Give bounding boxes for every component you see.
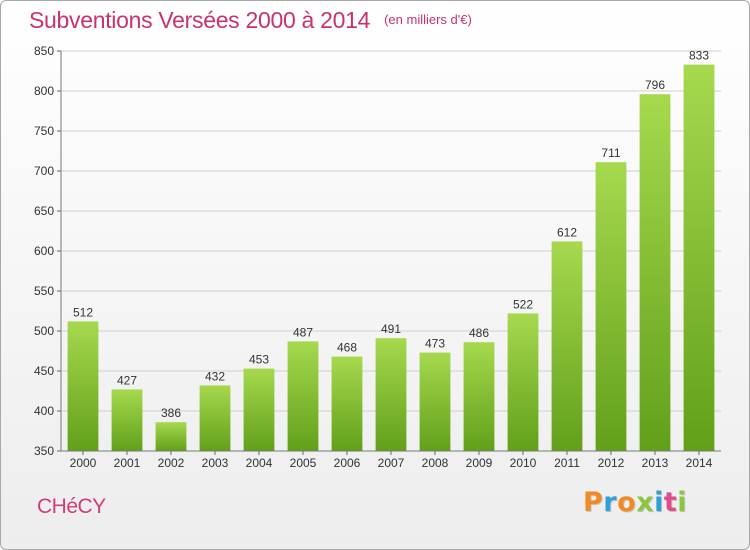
bar-2008 — [419, 352, 451, 451]
proxiti-logo: Proxiti — [583, 487, 687, 518]
x-tick-label-2013: 2013 — [642, 456, 669, 470]
x-tick-label-2003: 2003 — [202, 456, 229, 470]
data-label-2003: 432 — [205, 369, 225, 383]
bar-2012 — [595, 162, 627, 451]
logo-letter: t — [663, 487, 678, 518]
x-tick-label-2011: 2011 — [554, 456, 580, 470]
y-tick-label: 550 — [34, 284, 54, 298]
x-tick-label-2010: 2010 — [510, 456, 537, 470]
logo-letter: r — [603, 487, 618, 518]
data-label-2014: 833 — [689, 49, 709, 63]
y-tick-label: 500 — [34, 324, 54, 338]
x-tick-label-2007: 2007 — [378, 456, 405, 470]
data-label-2008: 473 — [425, 337, 445, 351]
bar-2010 — [507, 313, 539, 451]
data-label-2007: 491 — [381, 322, 401, 336]
data-label-2004: 453 — [249, 353, 269, 367]
x-tick-label-2005: 2005 — [290, 456, 317, 470]
data-label-2001: 427 — [117, 373, 137, 387]
data-label-2011: 612 — [557, 225, 577, 239]
x-tick-label-2009: 2009 — [466, 456, 493, 470]
chart-header: Subventions Versées 2000 à 2014 (en milli… — [29, 7, 472, 34]
bar-2001 — [111, 389, 143, 451]
x-tick-label-2008: 2008 — [422, 456, 449, 470]
data-label-2012: 711 — [601, 146, 620, 160]
bar-2009 — [463, 342, 495, 451]
y-tick-label: 850 — [34, 44, 54, 58]
data-label-2002: 386 — [161, 406, 181, 420]
logo-letter: o — [617, 487, 637, 518]
chart-subtitle: (en milliers d'€) — [384, 12, 472, 27]
bar-2004 — [243, 368, 275, 451]
commune-name: CHéCY — [37, 495, 106, 518]
y-tick-label: 750 — [34, 124, 54, 138]
data-label-2013: 796 — [645, 78, 665, 92]
y-tick-label: 450 — [34, 364, 54, 378]
data-label-2000: 512 — [73, 305, 93, 319]
y-tick-label: 600 — [34, 244, 54, 258]
bar-2005 — [287, 341, 319, 451]
bar-2003 — [199, 385, 231, 451]
x-tick-label-2012: 2012 — [598, 456, 625, 470]
bar-2006 — [331, 356, 363, 451]
y-tick-label: 700 — [34, 164, 54, 178]
x-tick-label-2001: 2001 — [114, 456, 141, 470]
data-label-2010: 522 — [513, 297, 533, 311]
x-tick-label-2000: 2000 — [70, 456, 97, 470]
axes: 350 400 450 500 550 600 650 700 750 800 850 2000 200… — [34, 44, 721, 470]
data-label-2005: 487 — [293, 325, 313, 339]
x-tick-label-2006: 2006 — [334, 456, 361, 470]
data-label-2006: 468 — [337, 341, 357, 355]
y-tick-label: 650 — [34, 204, 54, 218]
logo-letter: i — [654, 487, 664, 518]
logo-letter: i — [677, 487, 688, 518]
bar-2000 — [67, 321, 99, 451]
bar-2013 — [639, 94, 671, 451]
logo-letter: P — [583, 487, 604, 518]
x-tick-label-2002: 2002 — [158, 456, 185, 470]
bar-2002 — [155, 422, 187, 451]
logo-letter: x — [636, 487, 655, 518]
data-label-2009: 486 — [469, 326, 489, 340]
bar-series — [67, 64, 715, 451]
y-tick-label: 400 — [34, 404, 54, 418]
x-tick-label-2004: 2004 — [246, 456, 273, 470]
y-tick-label: 350 — [34, 444, 54, 458]
y-tick-label: 800 — [34, 84, 54, 98]
bar-2007 — [375, 338, 407, 451]
data-labels: 512 427 386 432 453 487 468 491 473 486 522 612 711 7… — [73, 49, 709, 421]
bar-2011 — [551, 241, 583, 451]
bar-2014 — [683, 64, 715, 451]
chart-title: Subventions Versées 2000 à 2014 — [29, 7, 371, 33]
x-tick-label-2014: 2014 — [686, 456, 713, 470]
